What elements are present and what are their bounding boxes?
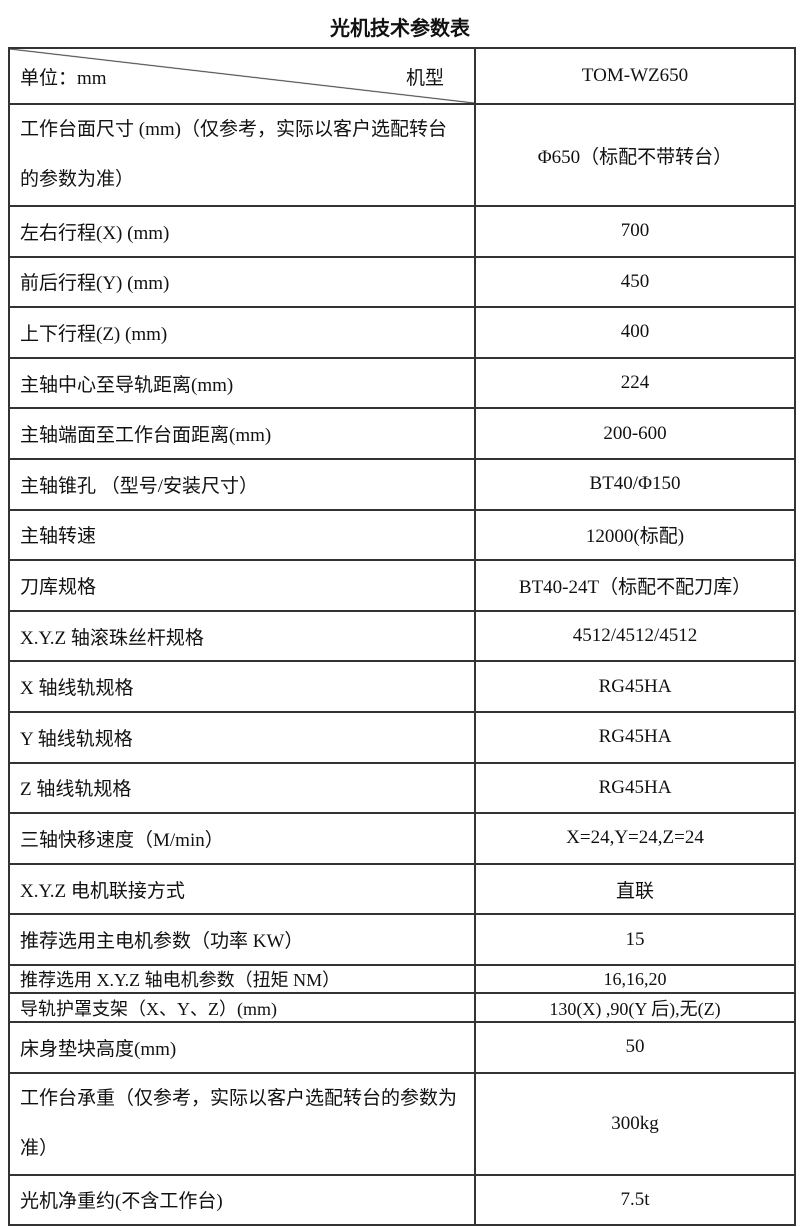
- param-label: X 轴线轨规格: [8, 660, 476, 713]
- param-value: 4512/4512/4512: [474, 609, 796, 663]
- table-row: 导轨护罩支架（X、Y、Z）(mm) 130(X) ,90(Y 后),无(Z): [8, 992, 796, 1023]
- param-label: 主轴转速: [8, 508, 476, 562]
- param-label: 刀库规格: [8, 559, 476, 612]
- table-row: X.Y.Z 轴滚珠丝杆规格 4512/4512/4512: [8, 609, 796, 663]
- param-label: 上下行程(Z) (mm): [8, 306, 476, 359]
- page-title: 光机技术参数表: [330, 18, 470, 40]
- param-value: 700: [474, 205, 796, 258]
- table-row: Z 轴线轨规格 RG45HA: [8, 761, 796, 815]
- model-label: 机型: [405, 67, 444, 89]
- table-row: 工作台面尺寸 (mm)（仅参考，实际以客户选配转台的参数为准） Φ650（标配不带…: [8, 103, 796, 207]
- param-label: Z 轴线轨规格: [8, 761, 476, 815]
- table-row: 推荐选用 X.Y.Z 轴电机参数（扭矩 NM） 16,16,20: [8, 963, 796, 995]
- param-label: 导轨护罩支架（X、Y、Z）(mm): [8, 992, 476, 1023]
- param-value: BT40-24T（标配不配刀库）: [474, 559, 796, 612]
- param-label: 前后行程(Y) (mm): [8, 255, 476, 309]
- param-value: RG45HA: [474, 660, 796, 713]
- table-row: 左右行程(X) (mm) 700: [8, 205, 796, 258]
- param-label: 主轴端面至工作台面距离(mm): [8, 407, 476, 460]
- param-value: 7.5t: [474, 1173, 796, 1227]
- table-row: 前后行程(Y) (mm) 450: [8, 255, 796, 309]
- table-row: 推荐选用主电机参数（功率 KW） 15: [8, 913, 796, 966]
- model-value: TOM-WZ650: [474, 47, 796, 105]
- param-label: 床身垫块高度(mm): [8, 1020, 476, 1074]
- table-row: 主轴锥孔 （型号/安装尺寸） BT40/Φ150: [8, 457, 796, 511]
- table-row: 上下行程(Z) (mm) 400: [8, 306, 796, 359]
- param-value: 50: [474, 1020, 796, 1074]
- param-value: 450: [474, 255, 796, 309]
- table-row: 主轴转速 12000(标配): [8, 508, 796, 562]
- table-row: 主轴中心至导轨距离(mm) 224: [8, 356, 796, 410]
- table-row: 三轴快移速度（M/min） X=24,Y=24,Z=24: [8, 812, 796, 865]
- table-row: 光机净重约(不含工作台) 7.5t: [8, 1173, 796, 1227]
- param-value: RG45HA: [474, 710, 796, 764]
- param-label: Y 轴线轨规格: [8, 710, 476, 764]
- param-value: 300kg: [474, 1071, 796, 1176]
- param-label: 左右行程(X) (mm): [8, 205, 476, 258]
- corner-cell: 单位：mm 机型: [8, 47, 476, 105]
- param-label: X.Y.Z 电机联接方式: [8, 862, 476, 916]
- table-header-row: 单位：mm 机型 TOM-WZ650: [8, 47, 796, 105]
- param-value: RG45HA: [474, 761, 796, 815]
- param-label: 主轴中心至导轨距离(mm): [8, 356, 476, 410]
- param-value: BT40/Φ150: [474, 457, 796, 511]
- param-value: 200-600: [474, 407, 796, 460]
- param-label: 光机净重约(不含工作台): [8, 1173, 476, 1227]
- param-label: 推荐选用主电机参数（功率 KW）: [8, 913, 476, 966]
- param-value: 224: [474, 356, 796, 410]
- param-value: 12000(标配): [474, 508, 796, 562]
- table-row: 主轴端面至工作台面距离(mm) 200-600: [8, 407, 796, 460]
- param-label: 推荐选用 X.Y.Z 轴电机参数（扭矩 NM）: [8, 963, 476, 995]
- param-value: 16,16,20: [474, 963, 796, 995]
- param-label: 工作台面尺寸 (mm)（仅参考，实际以客户选配转台的参数为准）: [8, 103, 476, 207]
- param-value: 130(X) ,90(Y 后),无(Z): [474, 992, 796, 1023]
- param-label: 三轴快移速度（M/min）: [8, 812, 476, 865]
- spec-table: 单位：mm 机型 TOM-WZ650 工作台面尺寸 (mm)（仅参考，实际以客户…: [8, 47, 796, 1227]
- param-value: 直联: [474, 862, 796, 916]
- param-value: Φ650（标配不带转台）: [474, 103, 796, 207]
- table-row: X.Y.Z 电机联接方式 直联: [8, 862, 796, 916]
- param-value: X=24,Y=24,Z=24: [474, 812, 796, 865]
- table-row: 刀库规格 BT40-24T（标配不配刀库）: [8, 559, 796, 612]
- table-row: X 轴线轨规格 RG45HA: [8, 660, 796, 713]
- table-row: 工作台承重（仅参考，实际以客户选配转台的参数为准） 300kg: [8, 1071, 796, 1176]
- param-label: 主轴锥孔 （型号/安装尺寸）: [8, 457, 476, 511]
- param-value: 15: [474, 913, 796, 966]
- table-row: Y 轴线轨规格 RG45HA: [8, 710, 796, 764]
- param-value: 400: [474, 306, 796, 359]
- param-label: 工作台承重（仅参考，实际以客户选配转台的参数为准）: [8, 1071, 476, 1176]
- param-label: X.Y.Z 轴滚珠丝杆规格: [8, 609, 476, 663]
- table-row: 床身垫块高度(mm) 50: [8, 1020, 796, 1074]
- unit-label: 单位：mm: [20, 67, 107, 89]
